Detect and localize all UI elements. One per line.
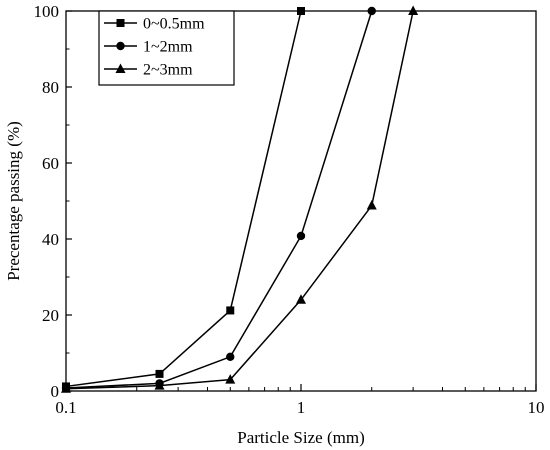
x-tick-label: 10 bbox=[528, 398, 545, 417]
y-tick-label: 80 bbox=[42, 78, 59, 97]
x-tick-label: 1 bbox=[297, 398, 306, 417]
legend-label: 1~2mm bbox=[143, 39, 193, 56]
legend-marker bbox=[116, 19, 125, 27]
data-point bbox=[296, 231, 306, 241]
series-3 bbox=[61, 5, 419, 393]
x-tick-label: 0.1 bbox=[55, 398, 76, 417]
y-tick-label: 20 bbox=[42, 306, 59, 325]
legend-item: 2~3mm bbox=[104, 62, 193, 79]
data-point bbox=[225, 374, 236, 384]
y-tick-label: 40 bbox=[42, 230, 59, 249]
x-axis-title: Particle Size (mm) bbox=[237, 428, 364, 447]
series-line bbox=[65, 10, 302, 388]
data-point bbox=[154, 380, 165, 390]
data-point bbox=[296, 294, 306, 304]
legend-marker bbox=[115, 63, 126, 73]
axis-ticks: 0 20 40 60 80 100 0.1 1 10 bbox=[34, 2, 545, 417]
y-tick-label: 60 bbox=[42, 154, 59, 173]
y-axis-title: Precentage passing (%) bbox=[4, 121, 23, 281]
y-tick-label: 0 bbox=[51, 382, 60, 401]
data-point bbox=[408, 5, 419, 15]
legend-item: 1~2mm bbox=[104, 39, 193, 56]
series-line bbox=[65, 10, 414, 390]
data-point bbox=[226, 306, 235, 315]
legend-label: 2~3mm bbox=[143, 62, 193, 79]
series-2 bbox=[61, 6, 376, 393]
data-point bbox=[366, 200, 377, 210]
legend: 0~0.5mm 1~2mm 2~3mm bbox=[98, 10, 235, 86]
data-point bbox=[226, 352, 235, 361]
series-layer bbox=[61, 5, 419, 393]
data-point bbox=[155, 369, 164, 378]
data-point bbox=[367, 6, 376, 16]
legend-marker bbox=[116, 41, 125, 51]
legend-label: 0~0.5mm bbox=[143, 16, 205, 33]
data-point bbox=[61, 383, 71, 393]
data-point bbox=[297, 7, 305, 15]
legend-item: 0~0.5mm bbox=[104, 16, 205, 33]
y-tick-label: 100 bbox=[34, 2, 60, 21]
